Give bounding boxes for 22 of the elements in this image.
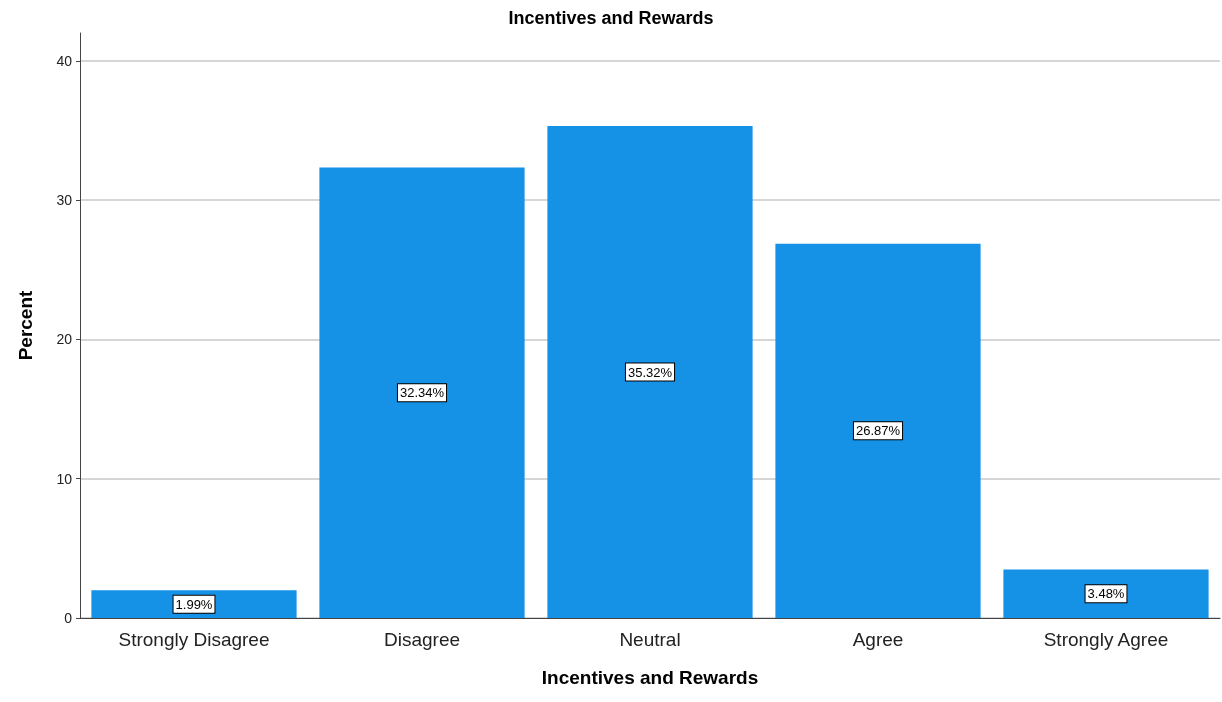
y-tick-label: 40 <box>56 52 73 69</box>
x-tick-label: Strongly Agree <box>1043 629 1169 650</box>
chart-title: Incentives and Rewards <box>508 8 714 28</box>
x-axis-title: Incentives and Rewards <box>541 667 759 688</box>
x-tick-label: Agree <box>852 629 904 650</box>
y-tick-label: 20 <box>56 331 73 348</box>
x-tick-label: Neutral <box>619 629 681 650</box>
y-tick-label: 10 <box>56 470 73 487</box>
y-tick-label: 30 <box>56 192 73 209</box>
data-label: 1.99% <box>175 596 213 612</box>
data-label: 26.87% <box>855 423 901 439</box>
y-axis-title: Percent <box>15 289 36 361</box>
bar <box>775 243 981 618</box>
data-label: 32.34% <box>399 385 445 401</box>
bar <box>319 167 525 618</box>
x-tick-label: Disagree <box>383 629 461 650</box>
data-label: 3.48% <box>1087 586 1125 602</box>
data-label: 35.32% <box>627 364 673 380</box>
bar <box>1003 569 1209 618</box>
y-tick-label: 0 <box>64 610 73 626</box>
bar <box>547 126 753 618</box>
x-tick-label: Strongly Disagree <box>118 629 270 650</box>
